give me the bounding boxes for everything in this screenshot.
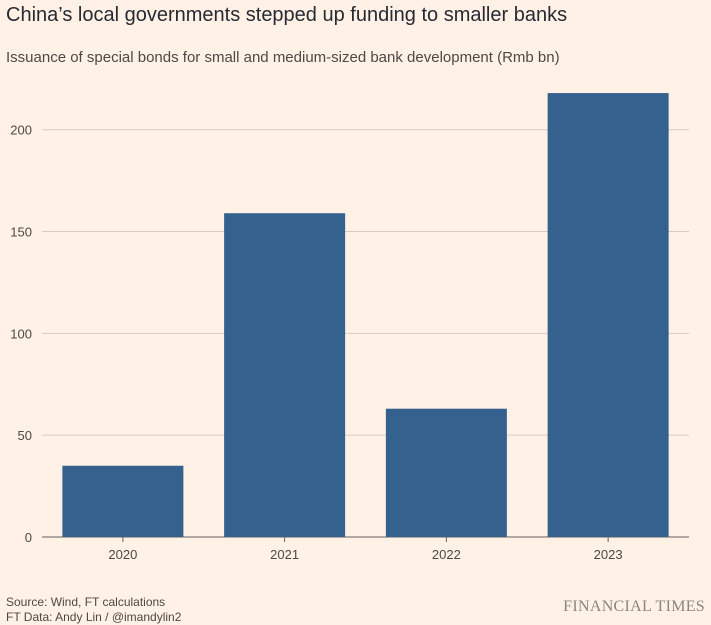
x-tick-label: 2023: [594, 547, 623, 562]
bar-2023: [547, 93, 669, 537]
x-axis: 2020 2021 2022 2023: [108, 537, 623, 562]
x-tick-label: 2021: [270, 547, 299, 562]
y-tick-label: 150: [10, 225, 32, 240]
bar-2020: [62, 465, 184, 537]
bar-2021: [224, 213, 346, 537]
credit-note: FT Data: Andy Lin / @imandylin2: [6, 610, 182, 624]
bar-2022: [385, 408, 507, 537]
y-tick-label: 50: [18, 428, 32, 443]
y-axis: 0 50 100 150 200: [10, 123, 32, 545]
y-tick-label: 100: [10, 326, 32, 341]
source-note: Source: Wind, FT calculations: [6, 595, 166, 609]
ft-logo: FINANCIAL TIMES: [563, 598, 705, 615]
chart-title: China’s local governments stepped up fun…: [6, 4, 568, 26]
bars: [62, 93, 669, 537]
y-tick-label: 200: [10, 123, 32, 138]
y-tick-label: 0: [25, 530, 32, 545]
x-tick-label: 2020: [108, 547, 137, 562]
chart-subtitle: Issuance of special bonds for small and …: [6, 49, 560, 66]
x-tick-label: 2022: [432, 547, 461, 562]
